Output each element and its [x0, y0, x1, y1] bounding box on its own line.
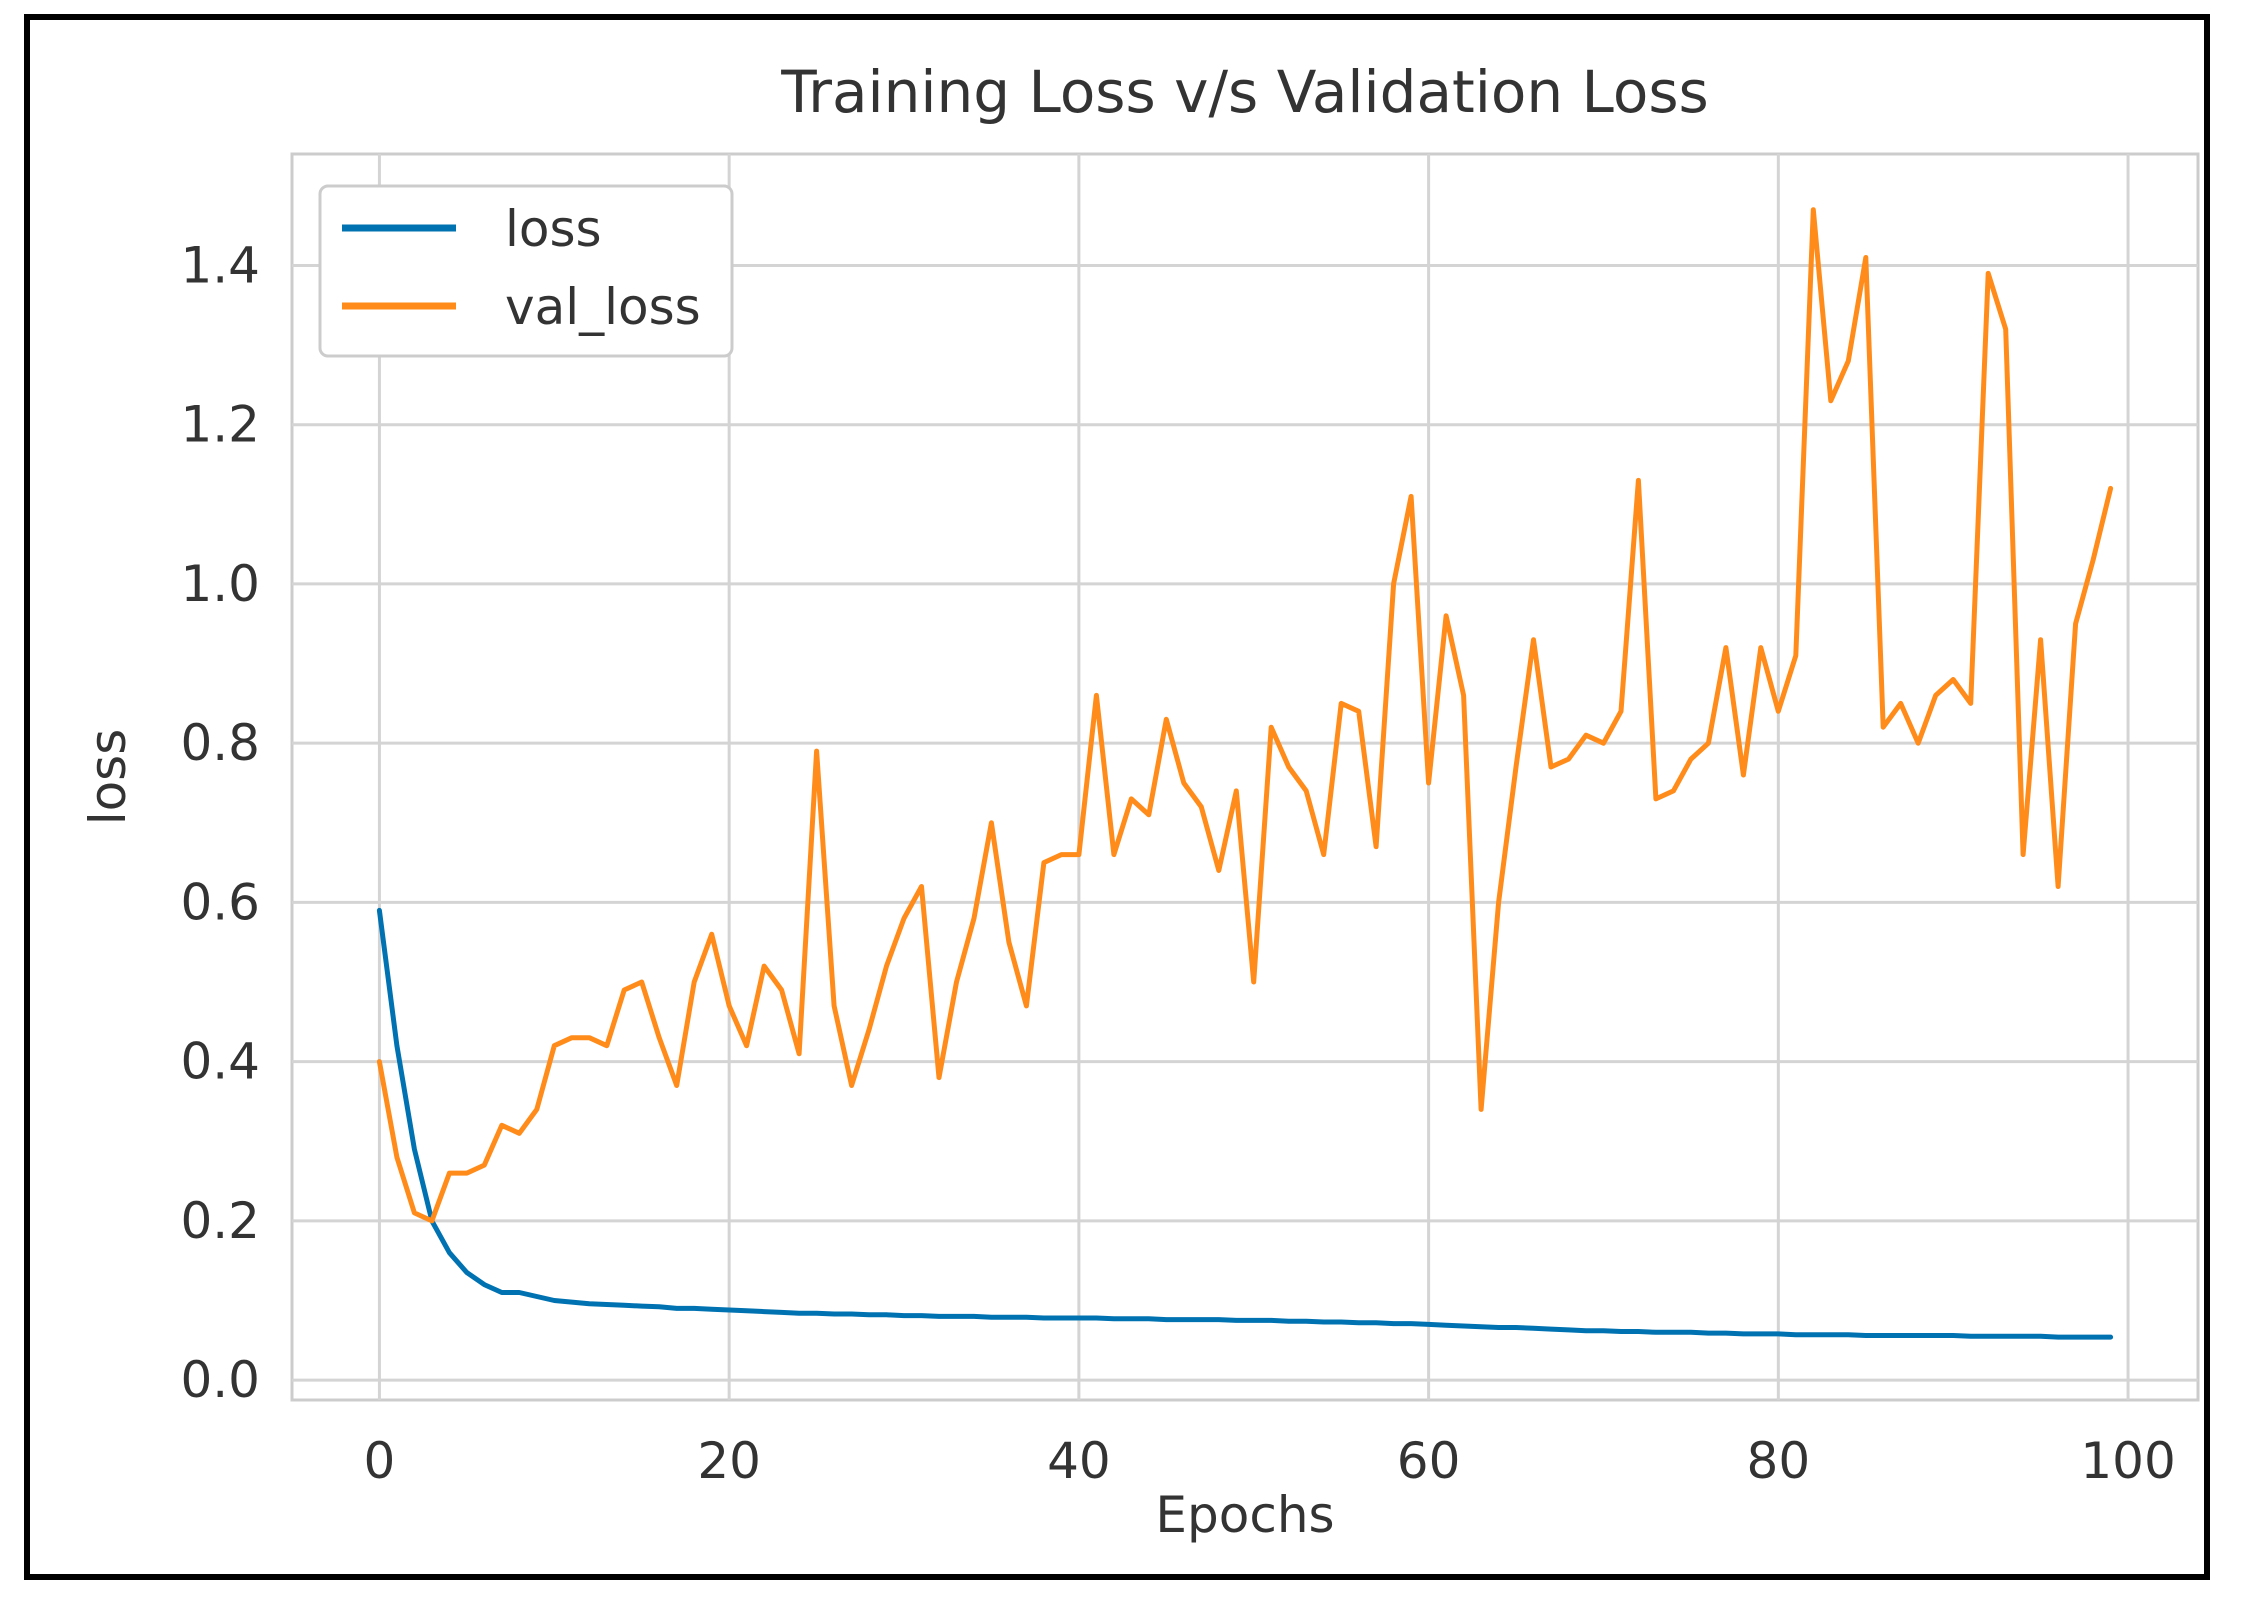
y-tick-label: 1.0 — [180, 555, 260, 613]
series-lines — [376, 207, 2114, 1340]
y-axis-label: loss — [79, 729, 137, 826]
legend-label-loss: loss — [505, 200, 602, 258]
legend-label-val-loss: val_loss — [505, 278, 701, 336]
x-tick-label: 80 — [1747, 1432, 1811, 1490]
x-tick-label: 60 — [1397, 1432, 1461, 1490]
y-tick-label: 0.2 — [180, 1192, 260, 1250]
x-axis-label: Epochs — [1155, 1486, 1334, 1544]
x-tick-label: 0 — [364, 1432, 396, 1490]
legend: loss val_loss — [318, 184, 734, 358]
y-tick-label: 0.6 — [180, 873, 260, 931]
y-tick-label: 0.8 — [180, 714, 260, 772]
y-tick-label: 0.0 — [180, 1351, 260, 1409]
plot-area — [290, 152, 2200, 1402]
y-tick-label: 1.2 — [180, 396, 260, 454]
series-line-loss — [376, 907, 2114, 1340]
chart-title: Training Loss v/s Validation Loss — [780, 58, 1709, 126]
x-tick-label: 20 — [697, 1432, 761, 1490]
series-line-val-loss — [376, 207, 2114, 1224]
x-tick-label: 100 — [2080, 1432, 2175, 1490]
y-tick-label: 0.4 — [180, 1033, 260, 1091]
chart: 0 20 40 60 80 100 0.0 0.2 0.4 0.6 0.8 1.0 1.2 1.4 Tr… — [79, 58, 2200, 1544]
figure-frame: 0 20 40 60 80 100 0.0 0.2 0.4 0.6 0.8 1.0 1.2 1.4 Tr… — [24, 14, 2210, 1580]
y-axis-ticks: 0.0 0.2 0.4 0.6 0.8 1.0 1.2 1.4 — [180, 236, 260, 1409]
x-tick-label: 40 — [1047, 1432, 1111, 1490]
y-tick-label: 1.4 — [180, 236, 260, 294]
x-axis-ticks: 0 20 40 60 80 100 — [364, 1432, 2176, 1490]
